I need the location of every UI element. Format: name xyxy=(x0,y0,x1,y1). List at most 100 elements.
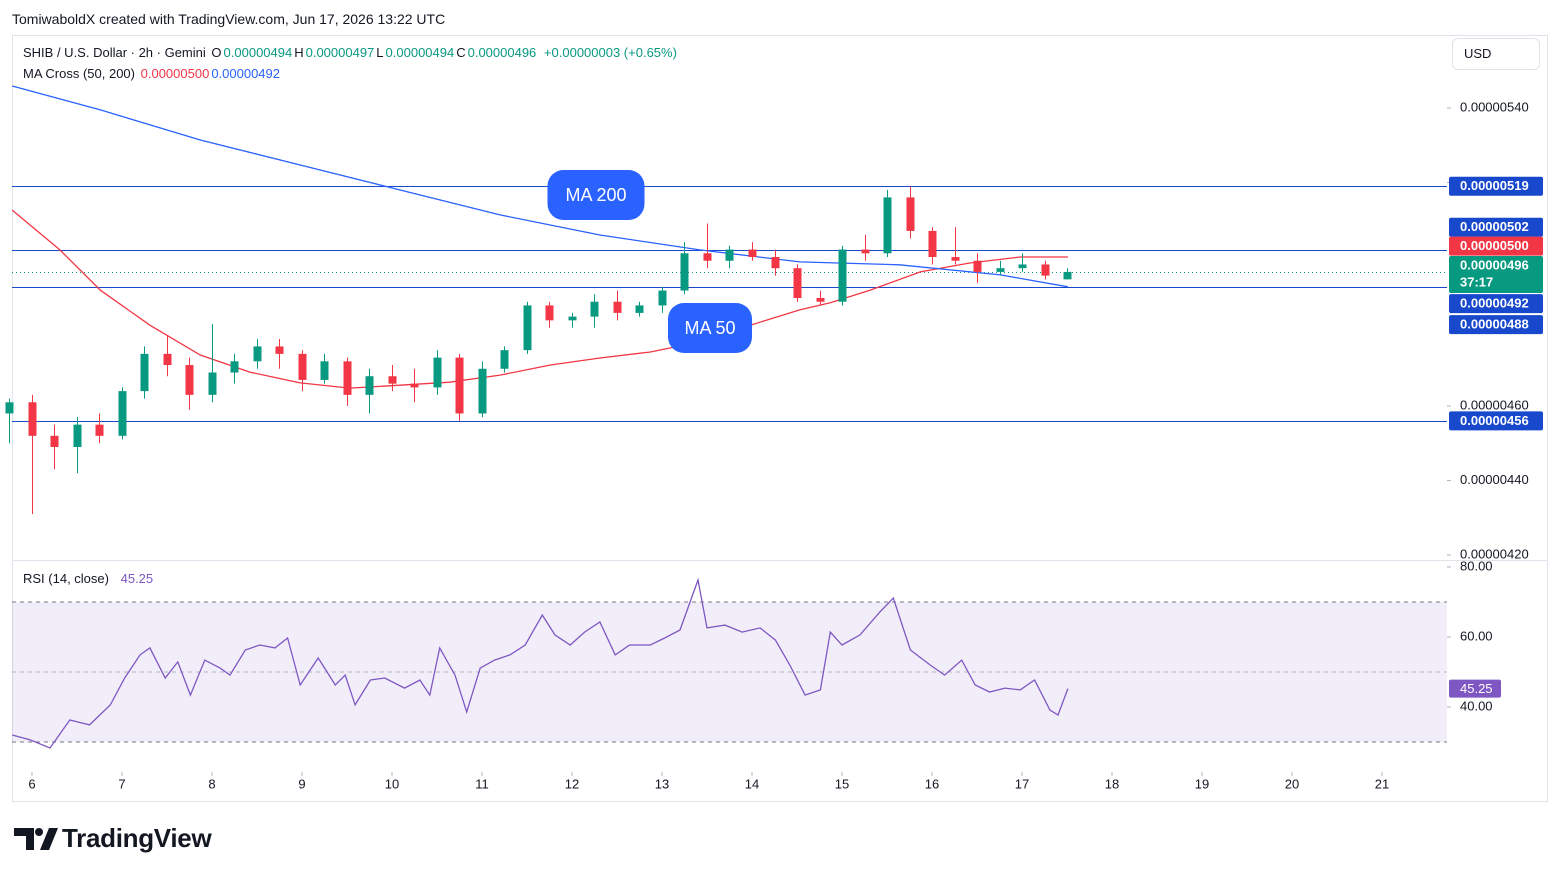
candle-body xyxy=(275,346,284,354)
price-badge xyxy=(1449,255,1543,293)
candle-body xyxy=(793,268,802,298)
candle-body xyxy=(320,361,329,380)
rsi-legend: RSI (14, close) 45.25 xyxy=(23,571,157,586)
candle-body xyxy=(343,361,352,395)
ohlc-value: 0.00000496 xyxy=(467,45,537,60)
x-tick-label: 18 xyxy=(1105,776,1119,791)
rsi-y-tick-label: 60.00 xyxy=(1460,628,1493,643)
candle-body xyxy=(455,357,464,414)
ma-annotation-label: MA 200 xyxy=(565,185,626,205)
x-tick-label: 6 xyxy=(28,776,35,791)
price-badge xyxy=(1449,236,1543,256)
price-badge-label: 0.00000488 xyxy=(1460,317,1529,332)
candle-body xyxy=(95,424,104,436)
price-badge xyxy=(1449,217,1543,237)
candle-body xyxy=(613,301,622,313)
ma-legend-value: 0.00000492 xyxy=(211,66,280,81)
rsi-value: 45.25 xyxy=(121,571,156,586)
price-badge-label: 0.00000519 xyxy=(1460,178,1529,193)
price-badge xyxy=(1449,294,1543,314)
x-tick-label: 13 xyxy=(655,776,669,791)
brand: TradingView xyxy=(62,823,212,853)
x-tick-label: 7 xyxy=(118,776,125,791)
candle-body xyxy=(433,357,442,388)
indicator-values: 0.00000500 0.00000492 xyxy=(141,66,282,81)
indicator-name: MA Cross (50, 200) xyxy=(23,66,135,81)
rsi-badge-label: 45.25 xyxy=(1460,681,1493,696)
price-badge-label: 0.00000496 xyxy=(1460,257,1529,272)
rsi-y-tick-label: 40.00 xyxy=(1460,698,1493,713)
candle-body xyxy=(478,368,487,414)
x-tick-label: 20 xyxy=(1285,776,1299,791)
candle-body xyxy=(545,305,554,321)
x-tick-label: 12 xyxy=(565,776,579,791)
candle-body xyxy=(816,297,825,302)
candle-body xyxy=(298,353,307,380)
price-badge-label: 0.00000492 xyxy=(1460,296,1529,311)
rsi-line xyxy=(12,577,1069,749)
candle-body xyxy=(50,435,59,447)
x-tick-label: 17 xyxy=(1015,776,1029,791)
candle-body xyxy=(1041,264,1050,276)
candle-body xyxy=(1063,271,1072,280)
ohlc-values: O 0.00000494 H 0.00000497 L 0.00000494 C 0.0000… xyxy=(211,45,538,60)
rsi-y-tick-label: 80.00 xyxy=(1460,558,1493,573)
candle-body xyxy=(928,230,937,258)
x-tick-label: 9 xyxy=(298,776,305,791)
candle-body xyxy=(523,305,532,351)
candle-body xyxy=(365,376,374,395)
x-tick-label: 14 xyxy=(745,776,759,791)
x-tick-label: 10 xyxy=(385,776,399,791)
candle-body xyxy=(185,365,194,395)
candle-body xyxy=(771,257,780,269)
ohlc-key: H xyxy=(294,45,304,60)
candle-body xyxy=(748,249,757,258)
candle-body xyxy=(861,249,870,254)
price-badge-label: 0.00000500 xyxy=(1460,238,1529,253)
candle-body xyxy=(951,257,960,261)
price-badge-label: 0.00000456 xyxy=(1460,413,1529,428)
candle-body xyxy=(1018,264,1027,269)
x-tick-label: 11 xyxy=(475,776,489,791)
candle-body xyxy=(5,402,14,414)
candle-body xyxy=(725,249,734,261)
y-tick-label: 0.00000540 xyxy=(1460,99,1529,114)
brand-logo xyxy=(14,828,58,850)
x-tick-label: 19 xyxy=(1195,776,1209,791)
candle-body xyxy=(703,253,712,261)
price-badge xyxy=(1449,411,1543,431)
candle-body xyxy=(658,290,667,306)
candle-body xyxy=(590,301,599,317)
ohlc-key: L xyxy=(376,45,384,60)
price-badge-label: 0.00000502 xyxy=(1460,219,1529,234)
change: +0.00000003 (+0.65%) xyxy=(543,45,677,60)
y-tick-label: 0.00000440 xyxy=(1460,472,1529,487)
candle-body xyxy=(973,260,982,272)
rsi-badge xyxy=(1449,679,1501,698)
candle-body xyxy=(883,197,892,254)
candle-body xyxy=(388,376,397,384)
candle-body xyxy=(410,383,419,388)
candle-body xyxy=(163,353,172,366)
currency-button[interactable]: USD xyxy=(1452,38,1540,70)
ma-annotation xyxy=(547,170,645,220)
price-badge xyxy=(1449,315,1543,335)
candle-body xyxy=(906,197,915,231)
ohlc-key: C xyxy=(456,45,466,60)
ma-line xyxy=(11,209,1068,389)
attribution: TomiwaboldX created with TradingView.com… xyxy=(12,11,446,27)
candle-body xyxy=(28,402,37,436)
ma-line xyxy=(12,85,1069,288)
x-tick-label: 16 xyxy=(925,776,939,791)
rsi-legend-value: 45.25 xyxy=(120,571,154,586)
candle-body xyxy=(118,391,127,436)
rsi-title: RSI (14, close) xyxy=(23,571,109,586)
x-tick-label: 15 xyxy=(835,776,849,791)
ma-annotation xyxy=(668,303,752,353)
candle-body xyxy=(996,268,1005,272)
price-badge-label: 37:17 xyxy=(1460,274,1493,289)
price-badge xyxy=(1449,176,1543,196)
candle-body xyxy=(140,353,149,392)
